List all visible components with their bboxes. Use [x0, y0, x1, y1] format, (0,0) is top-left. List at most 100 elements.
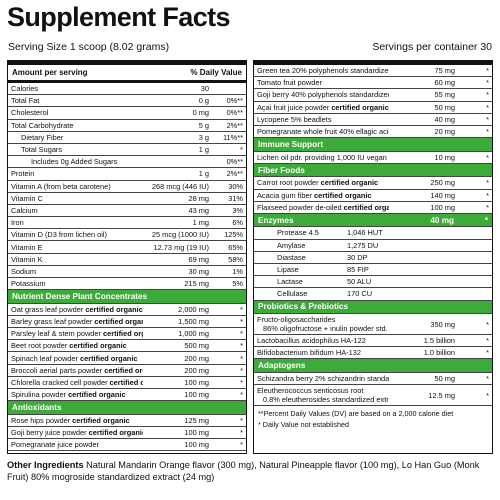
ingredient-name: Vitamin C: [11, 194, 143, 203]
ingredient-row: Vitamin D (D3 from lichen oil) 25 mcg (10…: [8, 229, 246, 242]
amount: 50 mg: [434, 373, 455, 383]
amount: 1 mg: [192, 218, 209, 228]
ingredient-name: Broccoli aerial parts powder certified or…: [11, 366, 143, 375]
ingredient-name: Diastase: [257, 253, 347, 262]
amount: 100 mg: [184, 440, 209, 450]
section-title: Immune Support: [258, 139, 324, 149]
ingredient-name: Iron: [11, 218, 143, 227]
daily-value: *: [486, 190, 489, 200]
footnote: * Daily Value not established: [258, 419, 349, 429]
name-text: Broccoli aerial parts powder: [11, 365, 103, 375]
daily-value: *: [486, 319, 489, 329]
ingredient-row: Eleutherococcus senticosus root 0.8% eleu…: [254, 385, 492, 407]
daily-value: *: [240, 365, 243, 375]
name-text: Barley grass leaf powder: [11, 316, 93, 326]
amount: 1.5 billion: [423, 336, 455, 346]
name-text: Açai fruit juice powder: [257, 102, 330, 112]
ingredient-name: Spirulina powder certified organic: [11, 390, 143, 399]
ingredient-name: Acacia gum fiber certified organic: [257, 191, 389, 200]
organic-label: certified organic: [69, 341, 127, 351]
dv-header: % Daily Value: [190, 68, 242, 77]
other-ingredients-text: Natural Mandarin Orange flavor (300 mg),…: [7, 460, 480, 482]
daily-value: *: [240, 415, 243, 425]
daily-value: *: [486, 373, 489, 383]
ingredient-row: Amylase 1,275 DU: [254, 240, 492, 252]
ingredient-name: Total Carbohydrate: [11, 121, 143, 130]
ingredient-row: Cholesterol 0 mg 0%**: [8, 107, 246, 120]
name-text: Lycopene 5% beadlets: [257, 114, 332, 124]
amount: 20 mg: [434, 127, 455, 137]
name-text: Lactase: [277, 277, 303, 287]
serving-info: Serving Size 1 scoop (8.02 grams) Servin…: [8, 41, 492, 53]
amount: 40 mg: [434, 114, 455, 124]
amount: 1,275 DU: [347, 240, 379, 250]
amount: 10 mg: [434, 152, 455, 162]
section-title: Antioxidants: [12, 402, 62, 412]
daily-value: *: [486, 178, 489, 188]
other-ingredients-label: Other Ingredients: [7, 460, 84, 470]
organic-label: certified organic: [320, 178, 379, 188]
amount: 1,046 HUT: [347, 228, 383, 238]
name-text: Vitamin D (D3 from lichen oil): [11, 230, 107, 240]
amount: 55 mg: [434, 90, 455, 100]
ingredient-row: Oat grass leaf powder certified organic 2,…: [8, 304, 246, 316]
daily-value: 2%**: [226, 120, 243, 130]
name-text: Total Carbohydrate: [11, 120, 74, 130]
ingredient-row: Protein 1 g 2%**: [8, 168, 246, 181]
daily-value: *: [486, 127, 489, 137]
ingredient-row: Pomegranate whole fruit 40% ellagic acid…: [254, 126, 492, 139]
ingredient-row: Sodium 30 mg 1%: [8, 266, 246, 278]
amount: 60 mg: [434, 78, 455, 88]
daily-value: 30%: [228, 181, 243, 191]
name-text: Pomegranate whole fruit 40% ellagic acid…: [257, 127, 389, 137]
ingredient-row: Fructo-oligosaccharides 86% oligofructose…: [254, 314, 492, 335]
daily-value: 0%**: [226, 157, 243, 167]
name-text: Oat grass leaf powder: [11, 304, 84, 314]
ingredient-row: Cellulase 170 CU: [254, 288, 492, 301]
other-ingredients: Other Ingredients Natural Mandarin Orang…: [7, 459, 494, 483]
amount: 85 FIP: [347, 265, 369, 275]
footnotes: **Percent Daily Values (DV) are based on…: [254, 406, 492, 430]
name-text: Lactobacillus acidophilus HA-122: [257, 336, 366, 346]
amount: 100 mg: [184, 390, 209, 400]
footnote: **Percent Daily Values (DV) are based on…: [258, 409, 454, 419]
organic-label: certified organic: [331, 102, 389, 112]
ingredient-row: Iron 1 mg 6%: [8, 217, 246, 230]
section-header: Immune Support: [254, 138, 492, 152]
ingredient-row: Spinach leaf powder certified organic 200 …: [8, 352, 246, 365]
amount: 69 mg: [188, 254, 209, 264]
amount: 50 ALU: [347, 277, 372, 287]
ingredient-row: Total Carbohydrate 5 g 2%**: [8, 120, 246, 132]
ingredient-name: Potassium: [11, 279, 143, 288]
daily-value: *: [240, 440, 243, 450]
organic-label: certified organic: [79, 353, 138, 363]
ingredient-row: Acacia gum fiber certified organic 140 mg *: [254, 190, 492, 202]
section-header: Fiber Foods: [254, 163, 492, 178]
daily-value: *: [486, 90, 489, 100]
ingredient-name: Lycopene 5% beadlets: [257, 115, 389, 124]
daily-value: 6%: [232, 218, 243, 228]
name-text: Spinach leaf powder: [11, 353, 78, 363]
section-title: Probiotics & Prebiotics: [258, 302, 349, 312]
section-header: Nutrient Dense Plant Concentrates: [8, 290, 246, 304]
amount: 43 mg: [188, 205, 209, 215]
name-text: Flaxseed powder de-oiled: [257, 202, 342, 212]
name-text: Cellulase: [277, 289, 308, 299]
section-header: Probiotics & Prebiotics: [254, 300, 492, 314]
servings-per-container: Servings per container 30: [372, 41, 492, 53]
name-text: Amylase: [277, 240, 306, 250]
ingredient-name: Green tea 20% polyphenols standardized e…: [257, 66, 389, 75]
daily-value: *: [240, 316, 243, 326]
daily-value: 5%: [232, 279, 243, 289]
title: Supplement Facts: [7, 2, 231, 32]
amount: 30 mg: [188, 266, 209, 276]
ingredient-row: Total Fat 0 g 0%**: [8, 95, 246, 108]
amount: 500 mg: [184, 341, 209, 351]
name-text: Spirulina powder: [11, 390, 67, 400]
ingredient-row: Vitamin A (from beta carotene) 268 mcg (4…: [8, 181, 246, 193]
ingredient-row: Vitamin C 28 mg 31%: [8, 193, 246, 205]
amount: 1,000 mg: [178, 329, 209, 339]
organic-label: certified organic: [72, 415, 130, 425]
